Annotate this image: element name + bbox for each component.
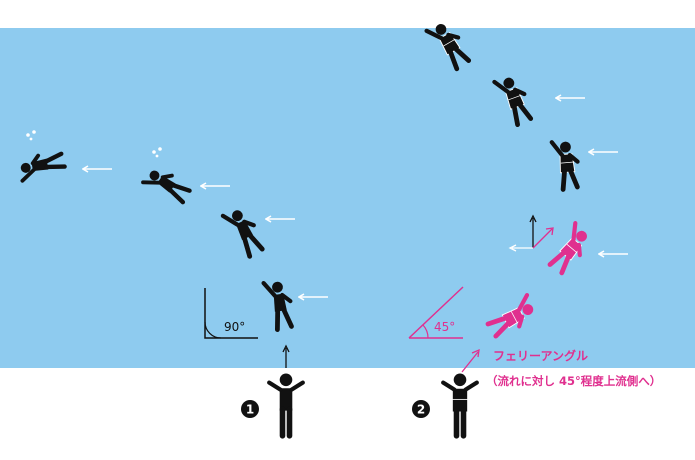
river-water [0,28,695,368]
left-sequence: 90° [19,130,328,368]
standing-person-1 [269,374,303,436]
splash-icon [26,130,36,141]
splash-icon [152,147,162,158]
ferry-angle-subtitle: （流れに対し 45°程度上流側へ） [486,374,661,388]
standing-person-2 [443,374,477,436]
step-number-1: 1 [241,400,259,418]
ferry-axis-arrows [508,214,554,252]
angle-marker-90: 90° [204,288,258,339]
step-number-2: 2 [412,400,430,418]
right-sequence: 45° フェリーアングル （流れに対し 45°程度上流側へ） [408,19,661,388]
angle-marker-45: 45° [408,286,464,339]
angle-label-45: 45° [434,320,455,334]
ferry-direction-arrow [461,348,480,373]
step-number-1-label: 1 [246,403,254,417]
direction-arrow-up [282,344,290,368]
ferry-angle-title: フェリーアングル [493,348,588,363]
angle-label-90: 90° [224,320,245,334]
step-number-2-label: 2 [417,403,425,417]
